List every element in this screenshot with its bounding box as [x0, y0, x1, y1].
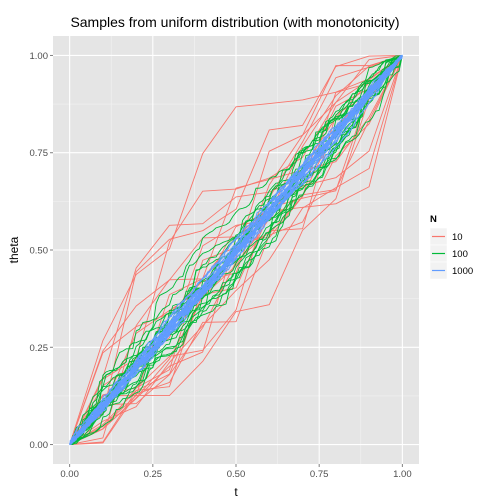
legend-label-1000: 1000	[452, 266, 473, 277]
y-tick-label: 0.00	[30, 440, 49, 451]
series-line-10	[69, 55, 403, 445]
x-tick-label: 0.00	[60, 469, 79, 480]
x-tick-label: 0.75	[310, 469, 329, 480]
x-tick-label: 0.50	[227, 469, 246, 480]
series-line-10	[69, 55, 403, 445]
x-tick-label: 0.25	[144, 469, 163, 480]
series-line-100	[69, 55, 403, 445]
series-1000	[69, 54, 403, 446]
y-tick-label: 1.00	[30, 51, 49, 62]
legend-title: N	[430, 214, 437, 225]
series-line-1000	[69, 54, 403, 445]
series-line-10	[69, 55, 403, 445]
series-line-10	[69, 55, 403, 445]
series-line-10	[69, 55, 403, 445]
y-axis: 0.00 0.25 0.50 0.75 1.00	[30, 51, 53, 451]
series-line-1000	[69, 54, 403, 445]
series-line-10	[69, 55, 403, 445]
series-line-10	[69, 55, 403, 445]
legend: N 10 100 1000	[429, 214, 473, 280]
series-group	[69, 54, 403, 446]
x-axis-label: t	[234, 485, 238, 499]
chart-title: Samples from uniform distribution (with …	[70, 14, 399, 30]
y-tick-label: 0.75	[30, 148, 49, 159]
y-tick-label: 0.50	[30, 246, 49, 257]
legend-label-100: 100	[452, 249, 468, 260]
series-line-10	[69, 55, 403, 445]
legend-label-10: 10	[452, 232, 463, 243]
series-line-1000	[69, 54, 403, 446]
y-axis-label: theta	[7, 236, 21, 263]
series-line-100	[69, 55, 403, 445]
x-tick-label: 1.00	[393, 469, 412, 480]
x-axis: 0.00 0.25 0.50 0.75 1.00	[60, 464, 412, 480]
y-tick-label: 0.25	[30, 343, 49, 354]
